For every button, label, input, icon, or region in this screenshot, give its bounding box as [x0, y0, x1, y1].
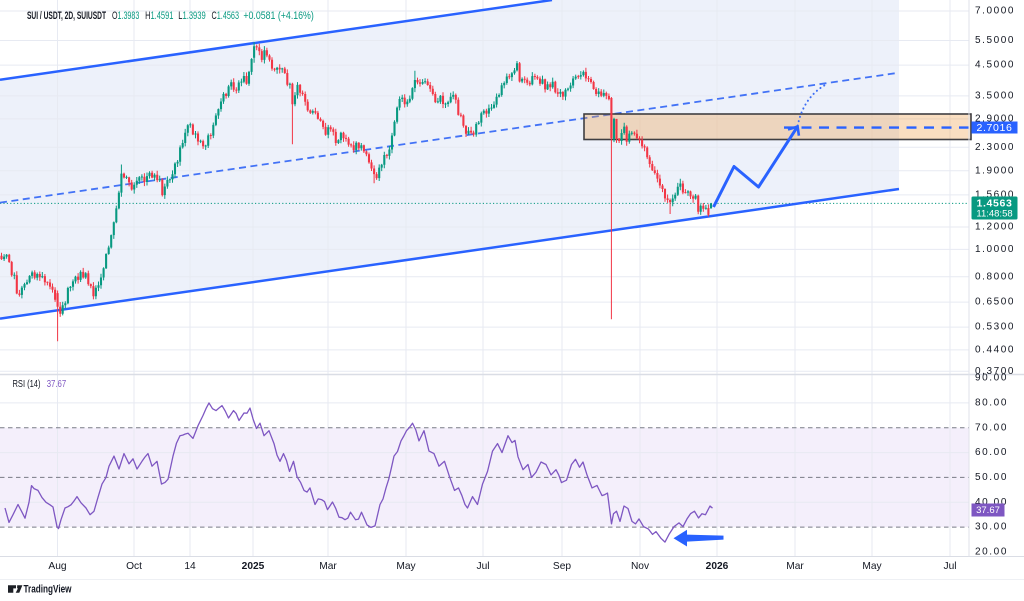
svg-text:TradingView: TradingView — [24, 583, 73, 595]
svg-text:H1.4591: H1.4591 — [145, 10, 173, 22]
svg-text:Jul: Jul — [476, 561, 489, 572]
svg-text:Nov: Nov — [631, 561, 650, 572]
svg-text:Jul: Jul — [943, 561, 956, 572]
svg-text:O1.3983: O1.3983 — [112, 10, 139, 22]
svg-text:20.00: 20.00 — [975, 547, 1007, 558]
svg-text:Mar: Mar — [319, 561, 337, 572]
svg-text:1.9000: 1.9000 — [975, 165, 1014, 176]
svg-text:50.00: 50.00 — [975, 472, 1007, 483]
svg-text:Sep: Sep — [553, 561, 571, 572]
svg-text:4.5000: 4.5000 — [975, 60, 1014, 71]
svg-text:0.5300: 0.5300 — [975, 322, 1014, 333]
svg-text:7.0000: 7.0000 — [975, 6, 1014, 17]
svg-text:90.00: 90.00 — [975, 373, 1007, 384]
svg-text:70.00: 70.00 — [975, 422, 1007, 433]
svg-text:RSI (14): RSI (14) — [13, 379, 41, 390]
svg-text:30.00: 30.00 — [975, 522, 1007, 533]
svg-text:C1.4563: C1.4563 — [212, 10, 240, 22]
svg-text:Aug: Aug — [48, 561, 66, 572]
svg-text:1.0000: 1.0000 — [975, 244, 1014, 255]
svg-text:5.5000: 5.5000 — [975, 35, 1014, 46]
svg-text:SUI / USDT, 2D, SUIUSDT: SUI / USDT, 2D, SUIUSDT — [27, 10, 106, 22]
svg-text:60.00: 60.00 — [975, 447, 1007, 458]
svg-text:+0.0581 (+4.16%): +0.0581 (+4.16%) — [243, 10, 313, 22]
svg-text:37.67: 37.67 — [47, 379, 67, 390]
svg-text:0.8000: 0.8000 — [975, 271, 1014, 282]
svg-text:40.00: 40.00 — [975, 497, 1007, 508]
svg-text:1.5600: 1.5600 — [975, 190, 1014, 201]
svg-text:2025: 2025 — [242, 561, 265, 572]
svg-text:L1.3939: L1.3939 — [178, 10, 205, 22]
svg-text:Mar: Mar — [786, 561, 804, 572]
svg-text:14: 14 — [184, 561, 196, 572]
svg-text:0.6500: 0.6500 — [975, 297, 1014, 308]
svg-text:2.9000: 2.9000 — [975, 114, 1014, 125]
svg-text:May: May — [862, 561, 882, 572]
svg-text:80.00: 80.00 — [975, 398, 1007, 409]
svg-text:Oct: Oct — [126, 561, 142, 572]
svg-text:2026: 2026 — [706, 561, 729, 572]
svg-text:11:48:58: 11:48:58 — [976, 209, 1012, 220]
svg-text:3.5000: 3.5000 — [975, 91, 1014, 102]
svg-text:1.4563: 1.4563 — [977, 198, 1013, 209]
svg-text:37.67: 37.67 — [976, 505, 1000, 516]
svg-text:1.2000: 1.2000 — [975, 222, 1014, 233]
svg-text:2.3000: 2.3000 — [975, 142, 1014, 153]
svg-text:2.7016: 2.7016 — [977, 123, 1013, 134]
svg-text:0.4400: 0.4400 — [975, 345, 1014, 356]
svg-text:0.3700: 0.3700 — [975, 366, 1014, 377]
svg-text:May: May — [396, 561, 416, 572]
